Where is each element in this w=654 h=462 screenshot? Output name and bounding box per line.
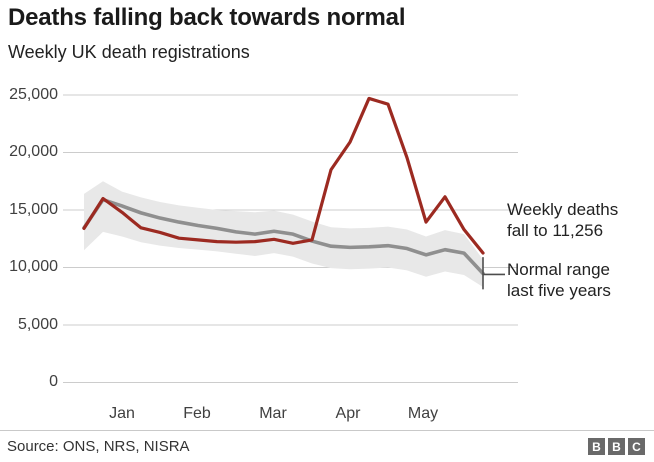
- annotation-weekly-deaths: Weekly deaths fall to 11,256: [507, 199, 653, 241]
- y-tick-20000: 20,000: [9, 143, 58, 160]
- bbc-logo-block-b1: B: [588, 438, 605, 455]
- y-tick-25000: 25,000: [9, 86, 58, 103]
- y-tick-5000: 5,000: [17, 316, 58, 333]
- x-tick-may: May: [407, 405, 439, 422]
- annotation-weekly-line1: Weekly deaths: [507, 200, 619, 219]
- x-tick-jan: Jan: [109, 405, 135, 422]
- footer-divider: [0, 430, 654, 431]
- chart-title: Deaths falling back towards normal: [8, 4, 406, 31]
- x-tick-feb: Feb: [183, 405, 211, 422]
- bbc-logo-block-b2: B: [608, 438, 625, 455]
- bbc-logo-block-c: C: [628, 438, 645, 455]
- y-tick-10000: 10,000: [9, 258, 58, 275]
- five-year-average-line: [82, 197, 485, 276]
- x-tick-apr: Apr: [335, 405, 361, 422]
- normal-range-marker: [482, 257, 505, 290]
- annotation-normal-line1: Normal range: [507, 260, 610, 279]
- y-tick-15000: 15,000: [9, 201, 58, 218]
- bbc-logo: B B C: [588, 438, 645, 455]
- y-tick-0: 0: [49, 373, 58, 390]
- annotation-normal-range: Normal range last five years: [507, 259, 653, 301]
- weekly-deaths-line: [82, 96, 485, 255]
- annotation-normal-line2: last five years: [507, 281, 611, 300]
- annotation-weekly-line2: fall to 11,256: [507, 221, 604, 240]
- chart-subtitle: Weekly UK death registrations: [8, 42, 250, 62]
- x-tick-mar: Mar: [259, 405, 287, 422]
- source-caption: Source: ONS, NRS, NISRA: [7, 438, 190, 455]
